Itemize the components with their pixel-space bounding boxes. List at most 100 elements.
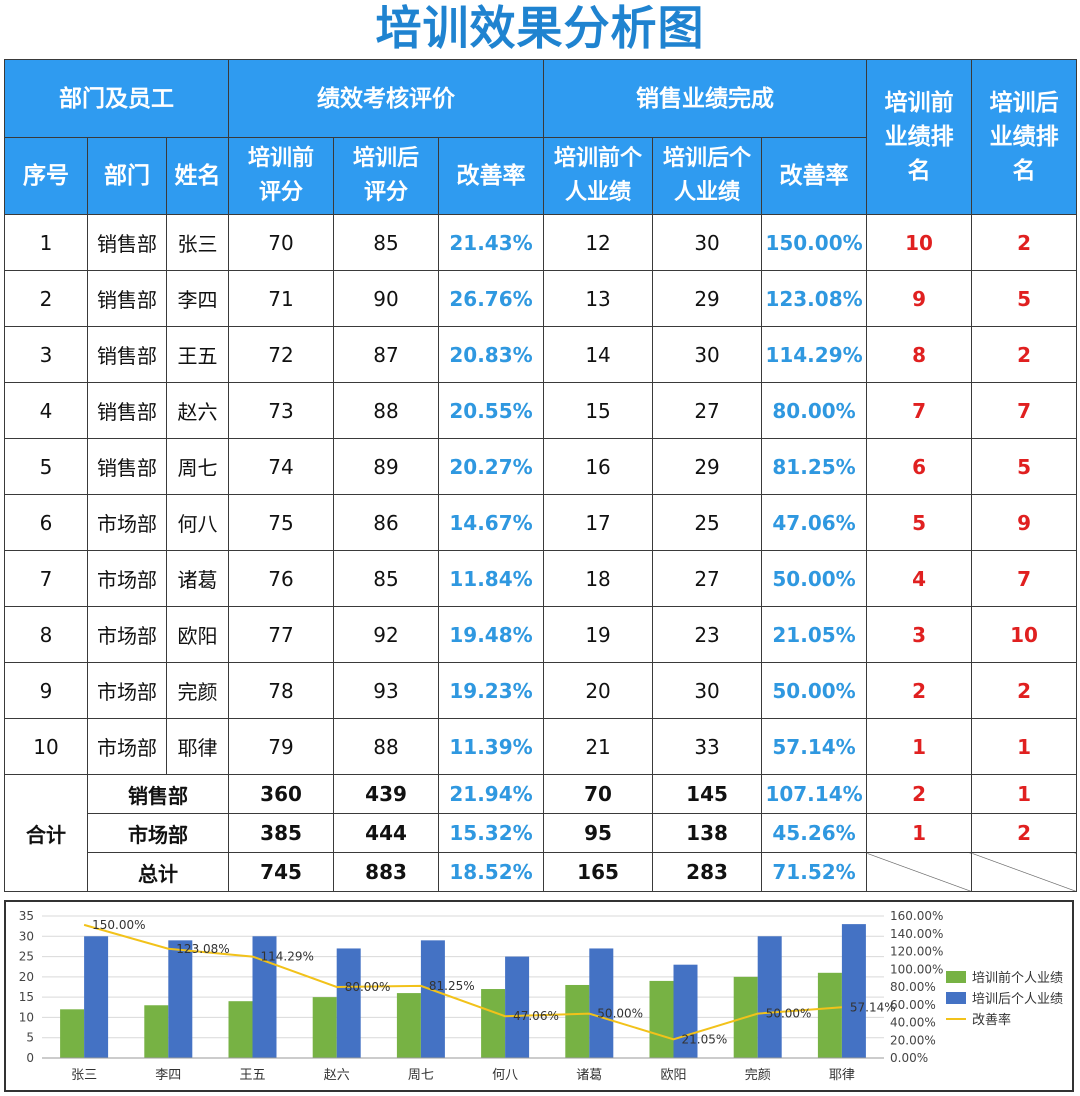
legend-item-before: 培训前个人业绩 xyxy=(946,966,1063,987)
bar-before xyxy=(396,993,421,1058)
summary-name: 销售部 xyxy=(86,774,230,814)
x-tick-label: 王五 xyxy=(239,1068,265,1083)
rate-data-label: 150.00% xyxy=(92,918,145,932)
cell-score-after: 88 xyxy=(333,718,440,775)
cell-rank-after: 9 xyxy=(971,494,1078,551)
cell-rank-after: 1 xyxy=(971,718,1078,775)
cell-sales-rate: 80.00% xyxy=(761,382,868,439)
header-rank-after-text: 培训后业绩排名 xyxy=(989,90,1059,184)
cell-rank-before: 5 xyxy=(866,494,973,551)
header-sales-after-text: 培训后个人业绩 xyxy=(663,146,752,205)
header-rank-before-text: 培训前业绩排名 xyxy=(884,90,954,184)
y2-tick-label: 20.00% xyxy=(890,1033,936,1047)
summary-rank-before: 1 xyxy=(866,813,973,853)
cell-score-after: 90 xyxy=(333,270,440,327)
header-perf-group: 绩效考核评价 xyxy=(228,59,545,138)
cell-no: 2 xyxy=(4,270,88,327)
cell-sales-after: 30 xyxy=(652,662,763,719)
bar-after xyxy=(252,936,277,1058)
cell-rank-before: 3 xyxy=(866,606,973,663)
bar-before xyxy=(817,972,842,1058)
cell-no: 7 xyxy=(4,550,88,607)
training-chart: 0 5 10 15 20 25 30 35 0.00% 20.00% 40.00% 60.00% 80.… xyxy=(4,900,1074,1092)
cell-score-after: 86 xyxy=(333,494,440,551)
header-dept: 部门 xyxy=(87,137,167,215)
cell-rank-before: 2 xyxy=(866,662,973,719)
cell-dept: 销售部 xyxy=(87,326,167,383)
header-sales-after: 培训后个人业绩 xyxy=(652,137,763,215)
cell-perf-rate: 20.83% xyxy=(438,326,545,383)
cell-score-before: 77 xyxy=(228,606,335,663)
summary-sales-before: 165 xyxy=(543,852,654,892)
cell-name: 诸葛 xyxy=(165,550,230,607)
cell-perf-rate: 21.43% xyxy=(438,214,545,271)
empty-diagonal-cell xyxy=(866,852,973,892)
cell-sales-after: 27 xyxy=(652,550,763,607)
summary-score-before: 745 xyxy=(228,852,335,892)
header-score-before-text: 培训前评分 xyxy=(248,146,315,205)
summary-rank-after: 1 xyxy=(971,774,1078,814)
summary-sales-rate: 107.14% xyxy=(761,774,868,814)
cell-no: 9 xyxy=(4,662,88,719)
cell-dept: 销售部 xyxy=(87,270,167,327)
table-row: 9 市场部 完颜 78 93 19.23% 20 30 50.00% 2 2 xyxy=(4,662,1078,719)
rate-data-label: 50.00% xyxy=(766,1007,812,1021)
cell-sales-after: 29 xyxy=(652,270,763,327)
rate-line xyxy=(83,923,842,1041)
cell-name: 完颜 xyxy=(165,662,230,719)
cell-rank-before: 8 xyxy=(866,326,973,383)
rate-data-label: 81.25% xyxy=(429,979,475,993)
cell-sales-after: 25 xyxy=(652,494,763,551)
cell-score-after: 92 xyxy=(333,606,440,663)
bar-after xyxy=(757,936,782,1058)
cell-dept: 市场部 xyxy=(87,550,167,607)
bar-after xyxy=(841,924,866,1058)
y-tick-label: 5 xyxy=(26,1031,34,1045)
cell-score-before: 74 xyxy=(228,438,335,495)
summary-sales-before: 95 xyxy=(543,813,654,853)
rate-data-label: 47.06% xyxy=(513,1009,559,1023)
x-tick-label: 周七 xyxy=(408,1068,434,1083)
y2-tick-label: 80.00% xyxy=(890,980,936,994)
summary-score-after: 439 xyxy=(333,774,440,814)
header-sales-rate: 改善率 xyxy=(761,137,868,215)
rate-data-label: 21.05% xyxy=(682,1032,728,1046)
y2-tick-label: 120.00% xyxy=(890,945,943,959)
summary-score-after: 444 xyxy=(333,813,440,853)
x-tick-label: 何八 xyxy=(492,1067,518,1083)
cell-rank-before: 6 xyxy=(866,438,973,495)
cell-dept: 市场部 xyxy=(87,494,167,551)
cell-dept: 销售部 xyxy=(87,214,167,271)
cell-name: 何八 xyxy=(165,494,230,551)
summary-row: 总计 745 883 18.52% 165 283 71.52% xyxy=(5,852,1078,892)
header-score-after: 培训后评分 xyxy=(333,137,440,215)
table-row: 10 市场部 耶律 79 88 11.39% 21 33 57.14% 1 1 xyxy=(4,718,1078,775)
cell-dept: 销售部 xyxy=(87,438,167,495)
x-tick-label: 张三 xyxy=(71,1068,97,1083)
header-sales-group: 销售业绩完成 xyxy=(543,59,868,138)
bar-after xyxy=(420,940,445,1058)
cell-perf-rate: 11.39% xyxy=(438,718,545,775)
page-title: 培训效果分析图 xyxy=(375,1,705,55)
y2-tick-label: 60.00% xyxy=(890,998,936,1012)
table-row: 4 销售部 赵六 73 88 20.55% 15 27 80.00% 7 7 xyxy=(4,382,1078,439)
summary-perf-rate: 15.32% xyxy=(438,813,545,853)
bar-before xyxy=(649,980,674,1058)
training-table: 部门及员工 绩效考核评价 销售业绩完成 培训前业绩排名 培训后业绩排名 序号 部… xyxy=(3,59,1078,892)
header-sales-before-text: 培训前个人业绩 xyxy=(554,146,643,205)
legend-label-after: 培训后个人业绩 xyxy=(972,992,1064,1007)
cell-sales-rate: 57.14% xyxy=(761,718,868,775)
table-row: 1 销售部 张三 70 85 21.43% 12 30 150.00% 10 2 xyxy=(4,214,1078,271)
table-row: 7 市场部 诸葛 76 85 11.84% 18 27 50.00% 4 7 xyxy=(4,550,1078,607)
cell-no: 1 xyxy=(4,214,88,271)
legend-label-before: 培训前个人业绩 xyxy=(972,971,1064,986)
legend-swatch-after xyxy=(946,991,966,1004)
summary-row: 合计 销售部 360 439 21.94% 70 145 107.14% 2 1 xyxy=(4,774,1078,892)
cell-dept: 市场部 xyxy=(87,606,167,663)
legend-label-rate: 改善率 xyxy=(972,1013,1012,1028)
summary-rank-before: 2 xyxy=(866,774,973,814)
header-rank-after: 培训后业绩排名 xyxy=(971,59,1078,215)
cell-score-after: 85 xyxy=(333,214,440,271)
header-rank-before: 培训前业绩排名 xyxy=(866,59,973,215)
bar-before xyxy=(565,984,590,1058)
